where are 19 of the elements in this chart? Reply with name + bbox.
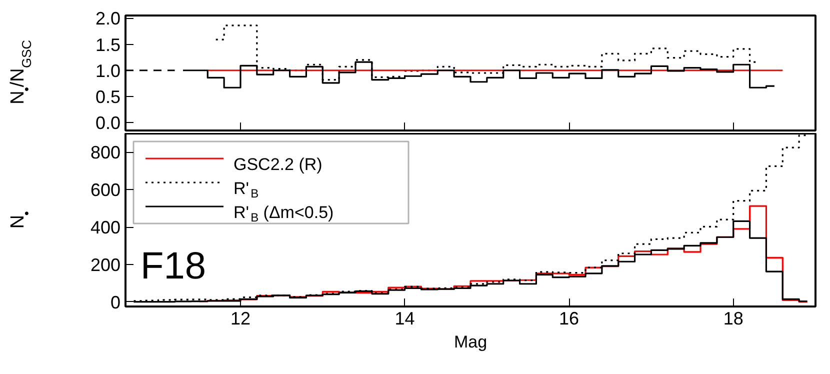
y-tick-label: 800 [90,142,121,163]
y-tick-label: 0.5 [95,87,121,108]
x-tick-label: 16 [559,308,580,328]
y-tick-label: 1.0 [95,60,121,81]
y-tick-label: 0.0 [95,113,121,134]
y-axis-title: N•/NGSC [8,40,34,104]
y-tick-label: 2.0 [95,8,121,29]
x-tick-label: 18 [723,308,744,328]
annotation: F18 [140,246,206,288]
legend-label: GSC2.2 (R) [234,155,322,174]
y-tick-label: 1.5 [95,34,121,55]
y-tick-label: 600 [90,180,121,200]
x-tick-label: 12 [230,308,251,328]
y-tick-label: 0 [110,292,121,312]
y-tick-label: 400 [90,218,121,238]
x-tick-label: 14 [394,308,415,328]
y-axis-title: N• [8,210,34,229]
y-tick-label: 200 [90,254,121,275]
x-axis-title: Mag [454,332,488,352]
